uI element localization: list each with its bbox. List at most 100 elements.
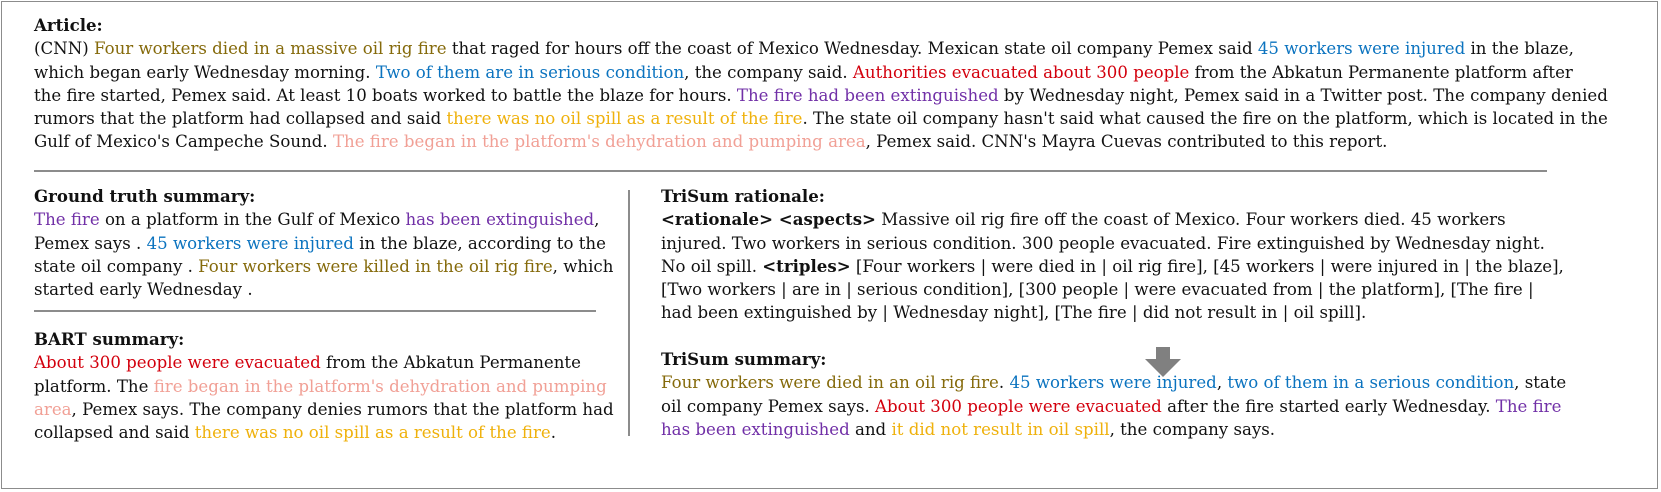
highlighted-span: there was no oil spill as a result of th… xyxy=(446,109,803,129)
article-text: (CNN) Four workers died in a massive oil… xyxy=(34,37,1608,153)
text-span: collapsed and said xyxy=(34,423,195,443)
trisum-heading: TriSum summary: xyxy=(661,349,827,369)
text-span: [Four workers | were died in | oil rig f… xyxy=(850,256,1564,276)
ground-truth-text: The fire on a platform in the Gulf of Me… xyxy=(34,208,613,301)
text-line: the fire started, Pemex said. At least 1… xyxy=(34,84,1608,107)
rationale-text: <rationale> <aspects> Massive oil rig fi… xyxy=(661,208,1564,324)
trisum-text: Four workers were died in an oil rig fir… xyxy=(661,371,1566,441)
highlighted-span: 45 workers were injured xyxy=(146,233,354,253)
text-line: <rationale> <aspects> Massive oil rig fi… xyxy=(661,208,1564,231)
highlighted-span: Four workers died in a massive oil rig f… xyxy=(93,39,447,59)
text-span: state oil company . xyxy=(34,256,199,276)
text-span: . The state oil company hasn't said what… xyxy=(802,109,1608,129)
text-span: Gulf of Mexico's Campeche Sound. xyxy=(34,132,333,152)
text-line: About 300 people were evacuated from the… xyxy=(34,351,614,374)
text-span: started early Wednesday . xyxy=(34,280,253,300)
text-span: . xyxy=(550,423,557,443)
vertical-divider xyxy=(628,190,630,436)
text-line: Pemex says . 45 workers were injured in … xyxy=(34,232,613,255)
highlighted-span: has been extinguished xyxy=(661,419,850,439)
text-span: in the blaze, xyxy=(1465,39,1574,59)
text-span: , state xyxy=(1514,373,1567,393)
text-span: that raged for hours off the coast of Me… xyxy=(446,39,1258,59)
text-span: , the company says. xyxy=(1109,419,1276,439)
text-span: , xyxy=(1216,373,1228,393)
highlighted-span: Four workers were died in an oil rig fir… xyxy=(661,373,999,393)
highlighted-span: The fire xyxy=(1495,396,1562,416)
text-line: state oil company . Four workers were ki… xyxy=(34,255,613,278)
highlighted-span: area xyxy=(34,399,72,419)
highlighted-span: Two of them are in serious condition xyxy=(375,62,685,82)
highlighted-span: 45 workers were injured xyxy=(1009,373,1217,393)
text-span: , Pemex says. The company denies rumors … xyxy=(71,399,614,419)
text-line: area, Pemex says. The company denies rum… xyxy=(34,398,614,421)
highlighted-span: there was no oil spill as a result of th… xyxy=(194,423,551,443)
text-span: (CNN) xyxy=(34,39,94,59)
text-span: , the company said. xyxy=(684,62,853,82)
trisum-section: TriSum summary: Four workers were died i… xyxy=(661,348,1566,441)
text-line: platform. The fire began in the platform… xyxy=(34,375,614,398)
highlighted-span: 45 workers were injured xyxy=(1257,39,1466,59)
text-span: on a platform in the Gulf of Mexico xyxy=(99,210,406,230)
horizontal-divider xyxy=(34,170,1547,172)
highlighted-span: The fire xyxy=(34,210,100,230)
text-span: rumors that the platform had collapsed a… xyxy=(34,109,447,129)
highlighted-span: fire began in the platform's dehydration… xyxy=(153,376,607,396)
bart-heading: BART summary: xyxy=(34,329,185,349)
ground-truth-heading: Ground truth summary: xyxy=(34,186,256,206)
text-line: Gulf of Mexico's Campeche Sound. The fir… xyxy=(34,130,1608,153)
text-span: from the Abkatun Permanente platform aft… xyxy=(1189,62,1573,82)
text-span: injured. Two workers in serious conditio… xyxy=(661,233,1545,253)
text-span: <triples> xyxy=(762,255,851,276)
highlighted-span: About 300 people were evacuated xyxy=(875,396,1162,416)
text-line: collapsed and said there was no oil spil… xyxy=(34,421,614,444)
text-line: [Two workers | are in | serious conditio… xyxy=(661,278,1564,301)
text-line: rumors that the platform had collapsed a… xyxy=(34,107,1608,130)
text-span: after the fire started early Wednesday. xyxy=(1161,396,1496,416)
highlighted-span: About 300 people were evacuated xyxy=(34,353,321,373)
text-line: started early Wednesday . xyxy=(34,278,613,301)
text-span: [Two workers | are in | serious conditio… xyxy=(661,280,1534,300)
text-span: platform. The xyxy=(34,376,154,396)
highlighted-span: Four workers were killed in the oil rig … xyxy=(198,256,553,276)
left-divider xyxy=(34,310,596,312)
article-section: Article: (CNN) Four workers died in a ma… xyxy=(34,14,1608,154)
text-line: The fire on a platform in the Gulf of Me… xyxy=(34,208,613,231)
text-span: , xyxy=(594,210,600,230)
text-span: . xyxy=(998,373,1010,393)
highlighted-span: The fire began in the platform's dehydra… xyxy=(332,132,866,152)
text-line: No oil spill. <triples> [Four workers | … xyxy=(661,255,1564,278)
text-span: by Wednesday night, Pemex said in a Twit… xyxy=(998,85,1608,105)
highlighted-span: The fire had been extinguished xyxy=(736,85,999,105)
text-span: Massive oil rig fire off the coast of Me… xyxy=(875,210,1506,230)
highlighted-span: has been extinguished xyxy=(405,210,595,230)
text-line: which began early Wednesday morning. Two… xyxy=(34,61,1608,84)
down-arrow-icon xyxy=(1145,347,1181,377)
text-span: No oil spill. xyxy=(661,256,763,276)
text-span: and xyxy=(849,419,892,439)
text-line: (CNN) Four workers died in a massive oil… xyxy=(34,37,1608,60)
rationale-section: TriSum rationale: <rationale> <aspects> … xyxy=(661,185,1564,325)
text-line: Four workers were died in an oil rig fir… xyxy=(661,371,1566,394)
highlighted-span: it did not result in oil spill xyxy=(891,419,1110,439)
rationale-heading: TriSum rationale: xyxy=(661,186,825,206)
text-line: oil company Pemex says. About 300 people… xyxy=(661,395,1566,418)
text-span: which began early Wednesday morning. xyxy=(34,62,376,82)
ground-truth-section: Ground truth summary: The fire on a plat… xyxy=(34,185,613,301)
text-span: oil company Pemex says. xyxy=(661,396,876,416)
text-span: , Pemex said. CNN's Mayra Cuevas contrib… xyxy=(865,132,1388,152)
bart-text: About 300 people were evacuated from the… xyxy=(34,351,614,444)
highlighted-span: Authorities evacuated about 300 people xyxy=(852,62,1190,82)
highlighted-span: two of them in a serious condition xyxy=(1227,373,1515,393)
text-span: Pemex says . xyxy=(34,233,147,253)
article-heading: Article: xyxy=(34,15,103,35)
text-span: in the blaze, according to the xyxy=(353,233,606,253)
text-span: from the Abkatun Permanente xyxy=(320,353,581,373)
text-span: <rationale> <aspects> xyxy=(661,209,876,230)
text-span: had been extinguished by | Wednesday nig… xyxy=(661,303,1367,323)
text-line: has been extinguished and it did not res… xyxy=(661,418,1566,441)
text-span: the fire started, Pemex said. At least 1… xyxy=(34,85,737,105)
text-span: , which xyxy=(552,256,614,276)
text-line: injured. Two workers in serious conditio… xyxy=(661,232,1564,255)
